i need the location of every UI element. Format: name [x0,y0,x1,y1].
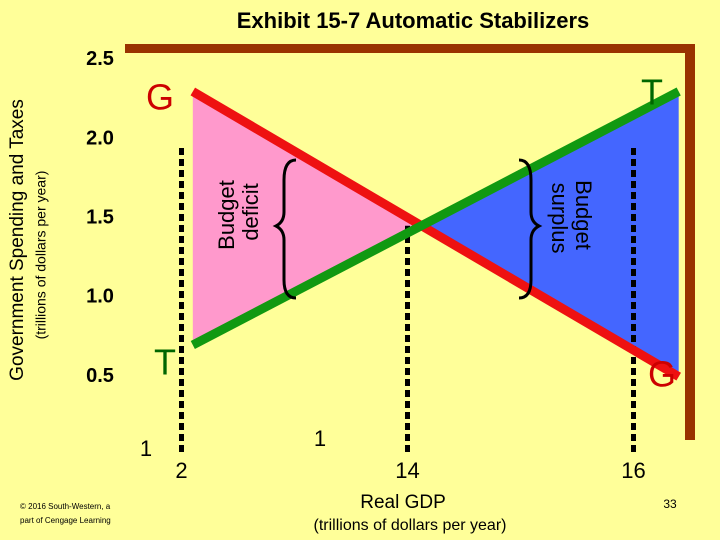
x-tick-label: 2 [175,458,187,483]
series-line [190,87,681,349]
deficit-area [192,91,422,345]
y-label: Government Spending and Taxes [7,99,28,381]
y-label-units: (trillions of dollars per year) [33,171,49,340]
credit: © 2016 South-Western, a [20,502,111,511]
x-tick-label: 16 [621,458,645,483]
line-label: T [154,342,176,383]
y-tick-label: 1.0 [86,286,114,308]
x-tick-label: 14 [395,458,419,483]
credit: part of Cengage Learning [20,516,111,525]
line-label: G [146,77,174,118]
page-number: 33 [663,497,677,511]
x-label-units: (trillions of dollars per year) [314,517,507,534]
y-tick-label: 2.5 [86,48,114,70]
y-tick-label: 1.5 [86,207,114,229]
annotation: 1 [140,436,152,461]
brace [518,158,543,300]
line-label: T [641,72,663,113]
line-label: G [648,354,676,395]
title: Exhibit 15-7 Automatic Stabilizers [237,8,590,33]
y-tick-label: 2.0 [86,127,114,149]
annotation: Budget deficit [214,180,263,250]
annotation: 1 [314,426,326,451]
series-line [190,87,681,381]
y-tick-label: 0.5 [86,365,114,387]
brace [272,158,297,300]
surplus-area [421,91,679,377]
annotation: Budget surplus [547,176,596,253]
x-label: Real GDP [360,492,446,513]
